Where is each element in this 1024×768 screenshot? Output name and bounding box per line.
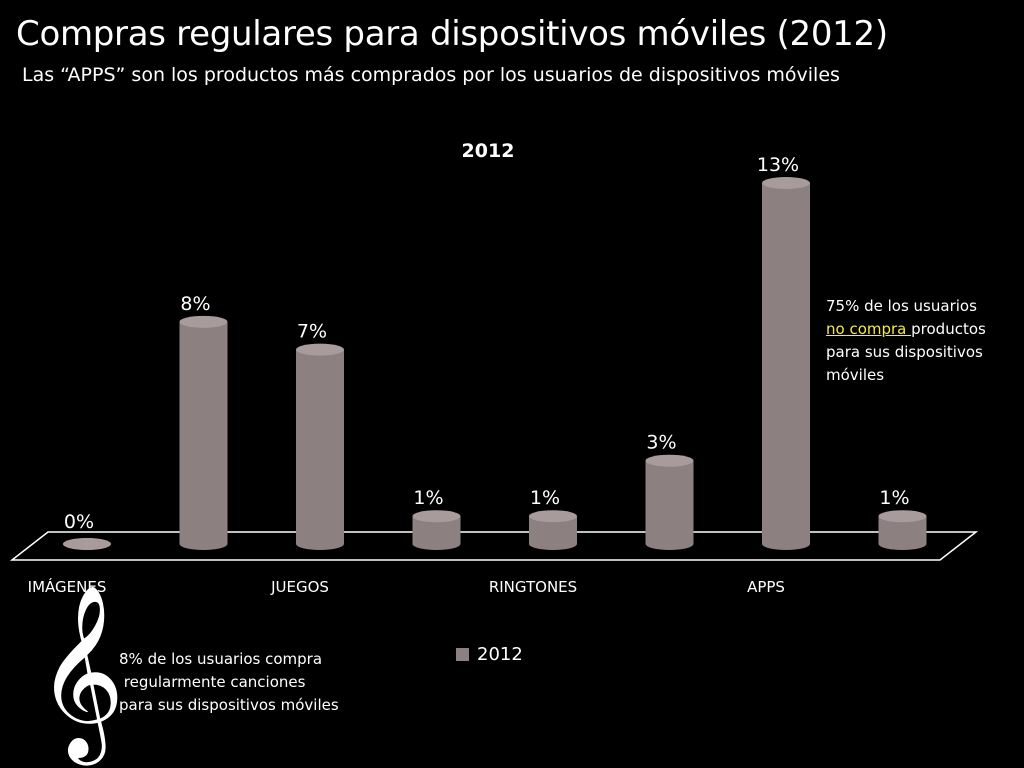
music-note-line2: regularmente canciones — [119, 673, 306, 691]
bar-body — [529, 516, 577, 550]
data-label: 1% — [413, 487, 443, 509]
bar-5 — [529, 510, 577, 550]
music-note-line1: 8% de los usuarios compra — [119, 650, 323, 668]
bar-top — [762, 177, 810, 189]
bar-body — [179, 321, 228, 550]
legend-swatch — [456, 648, 469, 661]
apps-note-post: productos para sus dispositivos móviles — [826, 320, 986, 384]
bar-8 — [878, 510, 927, 550]
data-label: 8% — [180, 293, 210, 315]
data-label: 0% — [64, 511, 94, 533]
bar-1 — [63, 538, 111, 550]
chart-legend: 2012 — [456, 644, 523, 665]
x-tick-label: RINGTONES — [489, 578, 577, 596]
music-note-line3: para sus dispositivos móviles — [119, 696, 339, 714]
data-label: 1% — [879, 487, 909, 509]
data-label: 3% — [646, 432, 676, 454]
data-label: 1% — [530, 487, 560, 509]
apps-note-pre: 75% de los usuarios — [826, 297, 977, 315]
bar-7 — [762, 177, 810, 550]
bar-6 — [645, 454, 694, 550]
bar-body — [296, 349, 344, 550]
data-label: 7% — [297, 321, 327, 343]
data-label: 13% — [757, 154, 799, 176]
music-note: 8% de los usuarios compra regularmente c… — [119, 648, 379, 717]
legend-label: 2012 — [477, 644, 523, 665]
tick-labels: IMÁGENES JUEGOS RINGTONES APPS — [28, 577, 785, 596]
x-tick-label: JUEGOS — [270, 578, 329, 596]
bar-top — [63, 538, 111, 550]
slide-title: Compras regulares para dispositivos móvi… — [16, 14, 888, 54]
bar-body — [645, 460, 694, 550]
x-tick-label: APPS — [747, 578, 785, 596]
bar-top — [878, 510, 927, 523]
chart-floor — [9, 531, 979, 561]
bar-top — [179, 315, 228, 328]
bar-top — [296, 343, 344, 356]
bar-4 — [412, 510, 461, 550]
bar-body — [412, 516, 461, 550]
bar-top — [412, 510, 461, 523]
apps-note: 75% de los usuarios no compra productos … — [826, 295, 1016, 387]
treble-clef-icon: 𝄞 — [36, 584, 125, 758]
bar-2 — [179, 315, 228, 550]
bar-group: 0% 8% 7% 1% 1% 3% 13% 1% — [63, 154, 927, 550]
bar-body — [878, 516, 927, 550]
bar-3 — [296, 343, 344, 550]
chart-title: 2012 — [462, 140, 515, 162]
bar-top — [529, 510, 577, 523]
bar-top — [645, 454, 694, 467]
slide-subtitle: Las “APPS” son los productos más comprad… — [22, 64, 840, 86]
bar-body — [762, 183, 810, 550]
apps-note-highlight: no compra — [826, 320, 912, 338]
x-tick-label: IMÁGENES — [28, 577, 107, 596]
